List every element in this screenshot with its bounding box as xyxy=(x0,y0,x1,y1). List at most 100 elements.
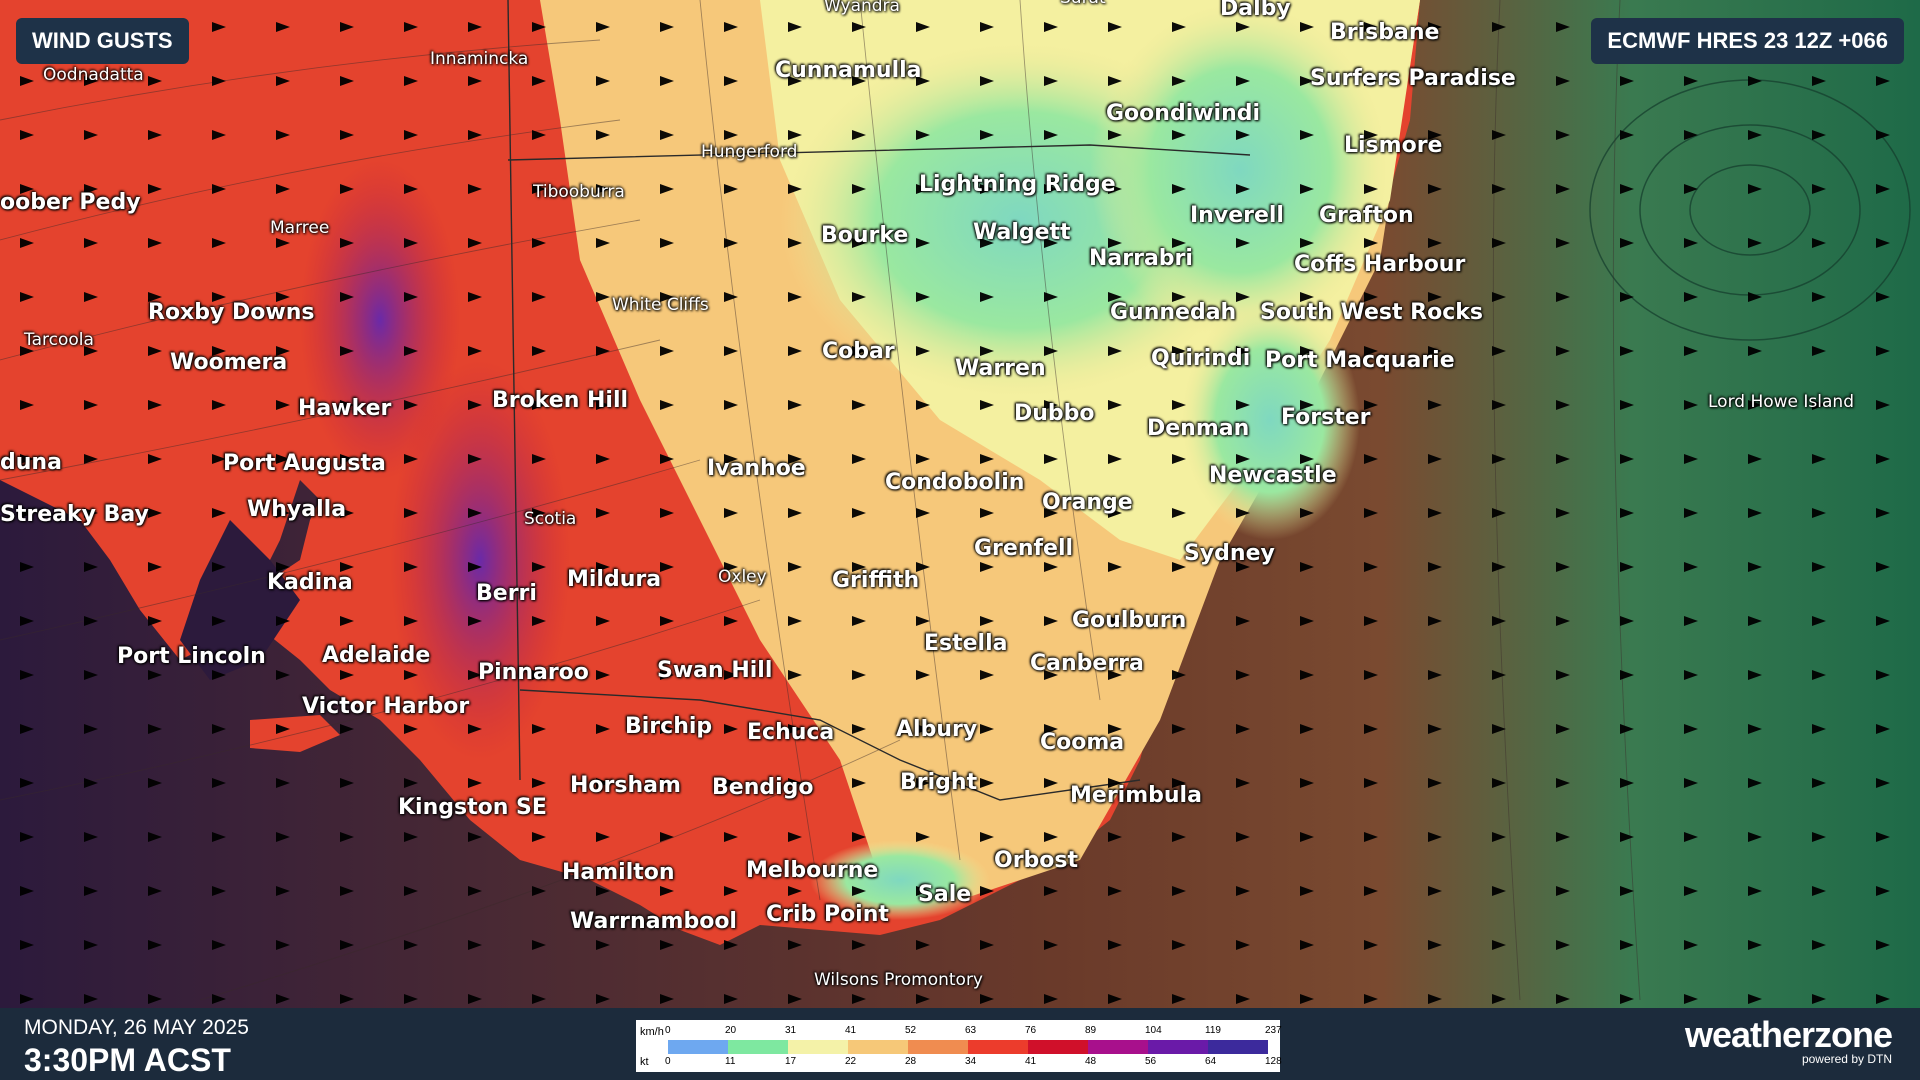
place-label: Birchip xyxy=(625,714,713,739)
place-label: Echuca xyxy=(747,720,835,745)
place-label: Narrabri xyxy=(1089,246,1193,271)
color-legend: km/h kt 0 20 31 41 52 63 76 89 104 119 237 0 11 17 22… xyxy=(636,1020,1282,1072)
place-label: Estella xyxy=(924,631,1008,656)
place-label: Berri xyxy=(476,581,537,606)
legend-tick-label: 237 xyxy=(1265,1025,1282,1036)
place-label: Hawker xyxy=(298,396,392,421)
place-label: Goondiwindi xyxy=(1106,101,1261,126)
legend-tick-label: 22 xyxy=(845,1056,857,1067)
legend-tick-label: 56 xyxy=(1145,1056,1157,1067)
place-label: Sale xyxy=(918,882,972,907)
legend-tick-label: 0 xyxy=(665,1056,671,1067)
place-label: Lord Howe Island xyxy=(1708,392,1854,412)
legend-swatch xyxy=(668,1040,728,1054)
legend-tick-label: 128 xyxy=(1265,1056,1282,1067)
place-label: Victor Harbor xyxy=(302,694,470,719)
product-label: WIND GUSTS xyxy=(16,18,189,64)
place-label: Crib Point xyxy=(766,902,889,927)
place-label: Lismore xyxy=(1344,133,1443,158)
place-label: Wilsons Promontory xyxy=(814,970,983,990)
place-label: Orange xyxy=(1042,490,1133,515)
place-label: Dubbo xyxy=(1014,401,1095,426)
place-label: oober Pedy xyxy=(0,190,141,215)
legend-unit-kmh: km/h xyxy=(640,1026,664,1038)
legend-swatch xyxy=(788,1040,848,1054)
place-label: Warrnambool xyxy=(570,909,737,934)
legend-swatch xyxy=(1148,1040,1208,1054)
place-label: Innamincka xyxy=(430,49,529,69)
place-label: Condobolin xyxy=(885,470,1025,495)
place-label: Adelaide xyxy=(322,643,431,668)
place-label: Surfers Paradise xyxy=(1310,66,1516,91)
place-label: Hamilton xyxy=(562,860,675,885)
legend-tick-label: 52 xyxy=(905,1025,917,1036)
legend-swatch xyxy=(908,1040,968,1054)
place-label: Bourke xyxy=(821,223,909,248)
place-label: Canberra xyxy=(1030,651,1144,676)
place-label: South West Rocks xyxy=(1260,300,1483,325)
place-label: Pinnaroo xyxy=(478,660,589,685)
place-label: Hungerford xyxy=(701,142,798,162)
place-label: Coffs Harbour xyxy=(1294,252,1466,277)
legend-tick-label: 48 xyxy=(1085,1056,1097,1067)
place-label: Marree xyxy=(270,218,330,238)
place-label: Surat xyxy=(1060,0,1106,8)
place-label: Dalby xyxy=(1220,0,1291,21)
legend-tick-label: 89 xyxy=(1085,1025,1097,1036)
legend-swatch xyxy=(848,1040,908,1054)
wind-direction-arrows xyxy=(0,0,1920,1008)
place-label: Oxley xyxy=(718,567,767,587)
place-label: Cunnamulla xyxy=(775,58,922,83)
place-label: Warren xyxy=(955,356,1046,381)
model-run-label: ECMWF HRES 23 12Z +066 xyxy=(1591,18,1904,64)
logo-tagline: powered by DTN xyxy=(1801,1052,1892,1066)
place-label: Cobar xyxy=(822,339,895,364)
place-label: Gunnedah xyxy=(1110,300,1237,325)
weatherzone-logo[interactable]: weatherzone powered by DTN xyxy=(1685,1014,1893,1066)
place-label: Brisbane xyxy=(1330,20,1440,45)
place-label: Mildura xyxy=(567,567,662,592)
legend-tick-label: 41 xyxy=(1025,1056,1037,1067)
place-label: Albury xyxy=(896,717,978,742)
place-label: Woomera xyxy=(170,350,288,375)
place-label: Kadina xyxy=(267,570,353,595)
place-label: Swan Hill xyxy=(657,658,773,683)
place-label: Horsham xyxy=(570,773,681,798)
place-label: Bright xyxy=(900,770,978,795)
place-label: Sydney xyxy=(1184,541,1275,566)
legend-tick-label: 64 xyxy=(1205,1056,1217,1067)
place-label: Broken Hill xyxy=(492,388,629,413)
legend-tick-label: 20 xyxy=(725,1025,737,1036)
legend-tick-label: 17 xyxy=(785,1056,797,1067)
legend-swatch xyxy=(1028,1040,1088,1054)
legend-unit-kt: kt xyxy=(640,1056,649,1068)
forecast-time: 3:30PM ACST xyxy=(24,1042,231,1078)
place-label: Forster xyxy=(1281,405,1371,430)
place-label: Ivanhoe xyxy=(707,456,806,481)
place-label: Port Augusta xyxy=(223,451,386,476)
place-label: Port Lincoln xyxy=(117,644,266,669)
place-label: Wyandra xyxy=(824,0,900,16)
place-label: White Cliffs xyxy=(612,295,709,315)
place-label: Merimbula xyxy=(1070,783,1202,808)
legend-color-bar xyxy=(668,1040,1268,1054)
place-label: Roxby Downs xyxy=(148,300,315,325)
legend-tick-label: 41 xyxy=(845,1025,857,1036)
legend-tick-label: 28 xyxy=(905,1056,917,1067)
legend-swatch xyxy=(968,1040,1028,1054)
legend-tick-label: 0 xyxy=(665,1025,671,1036)
place-label: Oodnadatta xyxy=(43,65,144,85)
legend-tick-label: 119 xyxy=(1205,1025,1221,1036)
place-label: Quirindi xyxy=(1151,346,1251,371)
wind-gust-map xyxy=(0,0,1920,1008)
legend-swatch xyxy=(1088,1040,1148,1054)
place-label: Bendigo xyxy=(712,775,814,800)
place-label: Tarcoola xyxy=(24,330,94,350)
place-label: Inverell xyxy=(1190,203,1284,228)
place-label: Orbost xyxy=(994,848,1079,873)
place-label: duna xyxy=(0,450,62,475)
legend-swatch xyxy=(728,1040,788,1054)
legend-swatch xyxy=(1208,1040,1268,1054)
footer-bar: MONDAY, 26 MAY 2025 3:30PM ACST km/h kt … xyxy=(0,1008,1920,1080)
place-label: Melbourne xyxy=(746,858,879,883)
